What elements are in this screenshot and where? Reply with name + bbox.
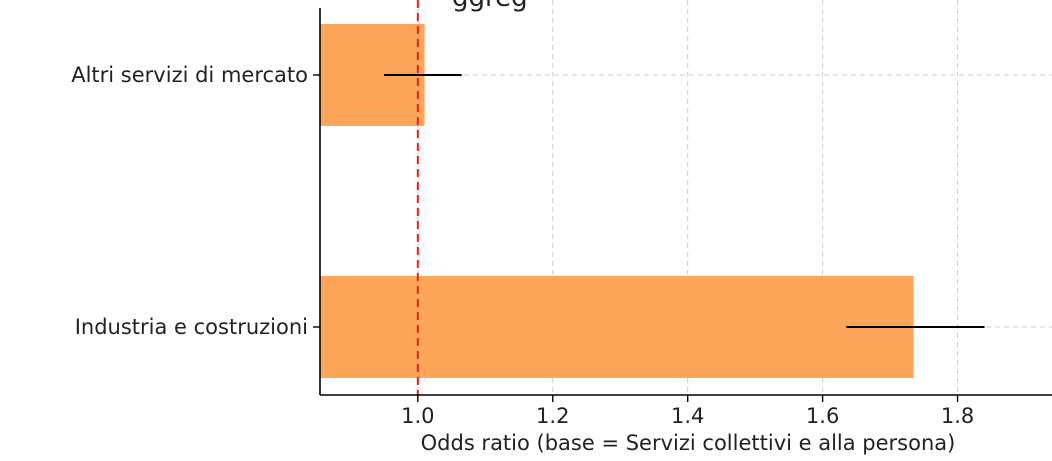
- x-tick-label: 1.0: [401, 404, 434, 428]
- x-tick-label: 1.6: [806, 404, 839, 428]
- x-tick-label: 1.4: [671, 404, 704, 428]
- category-label: Altri servizi di mercato: [71, 63, 308, 87]
- labels: 1.0 1.2 1.4 1.6 1.8 Altri servizi di mercato I…: [71, 63, 974, 428]
- axes: [313, 8, 1052, 402]
- x-tick-label: 1.2: [536, 404, 569, 428]
- chart-title-partial: ggreg: [452, 0, 528, 13]
- bars: [320, 24, 914, 378]
- x-tick-label: 1.8: [941, 404, 974, 428]
- bar-industria: [320, 276, 914, 378]
- error-bars: [384, 74, 985, 328]
- category-label: Industria e costruzioni: [75, 315, 308, 339]
- x-axis-label: Odds ratio (base = Servizi collettivi e …: [421, 431, 956, 455]
